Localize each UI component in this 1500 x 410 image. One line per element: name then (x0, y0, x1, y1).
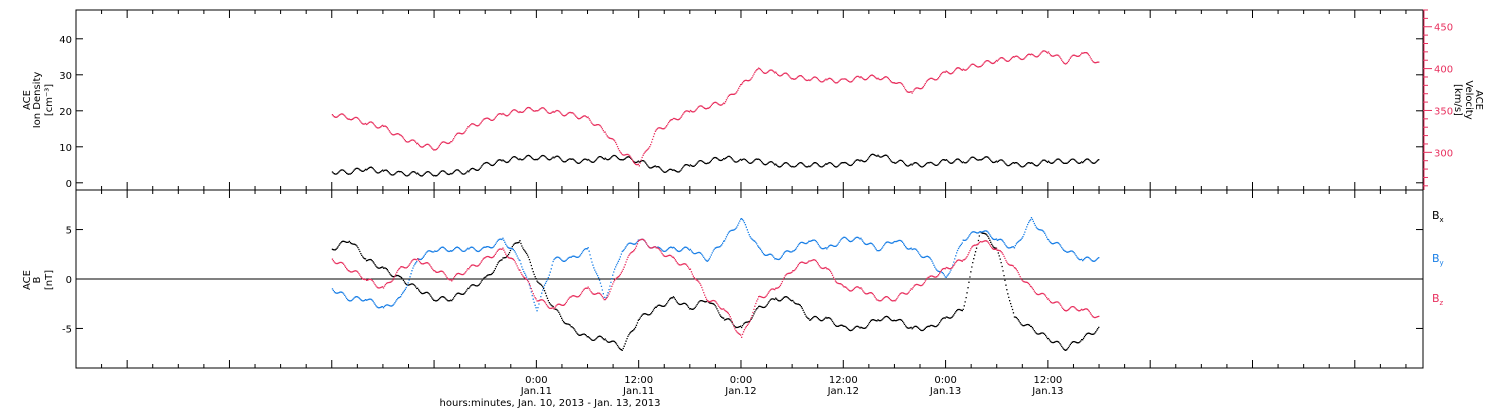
time-tick-label: 12:00 (1033, 375, 1062, 386)
velocity-axis-label-line2: Velocity (1463, 80, 1474, 119)
velocity-tick-label: 400 (1434, 65, 1453, 76)
date-tick-label: Jan.11 (520, 386, 552, 397)
time-axis: 0:00Jan.1112:00Jan.110:00Jan.1212:00Jan.… (75, 10, 1407, 397)
density-axis-ticks: 0 10 20 30 40 (59, 35, 1423, 190)
velocity-axis-ticks: 300 350 400 450 (1423, 9, 1453, 190)
legend-bx: Bx (1432, 209, 1444, 224)
date-tick-label: Jan.11 (622, 386, 654, 397)
time-tick-label: 0:00 (730, 375, 752, 386)
bottom-panel-data (331, 217, 1100, 352)
density-tick-label: 30 (59, 71, 72, 82)
bottom-panel: -5 0 5 ACE B [nT] Bx By Bz (22, 189, 1444, 369)
density-tick-label: 10 (59, 143, 72, 154)
field-axis-ticks: -5 0 5 (62, 226, 1423, 335)
velocity-tick-label: 300 (1434, 148, 1453, 159)
density-axis-label-line1: ACE (22, 90, 33, 110)
legend: Bx By Bz (1432, 209, 1444, 307)
series-bx (331, 231, 1100, 352)
field-tick-label: -5 (62, 324, 72, 335)
density-axis-label-line2: Ion Density (32, 72, 43, 129)
density-axis-label-line3: [cm⁻³] (44, 84, 55, 116)
velocity-axis-label-line3: [km/s] (1452, 84, 1463, 116)
velocity-tick-label: 450 (1434, 23, 1453, 34)
velocity-axis-label-line1: ACE (1473, 90, 1484, 110)
date-tick-label: Jan.12 (724, 386, 756, 397)
field-axis-label-line2: B (32, 276, 43, 283)
top-panel: 0 10 20 30 40 300 350 400 450 ACE Ion Density [… (22, 9, 1484, 191)
date-tick-label: Jan.12 (827, 386, 859, 397)
time-tick-label: 12:00 (624, 375, 653, 386)
density-tick-label: 0 (66, 179, 72, 190)
time-tick-label: 0:00 (525, 375, 547, 386)
x-axis-title: hours:minutes, Jan. 10, 2013 - Jan. 13, … (440, 398, 661, 409)
time-tick-label: 0:00 (934, 375, 956, 386)
series-by (331, 217, 1100, 312)
velocity-tick-label: 350 (1434, 106, 1453, 117)
density-tick-label: 20 (59, 107, 72, 118)
date-tick-label: Jan.13 (929, 386, 961, 397)
field-tick-label: 0 (66, 275, 72, 286)
field-tick-label: 5 (66, 226, 72, 237)
density-tick-label: 40 (59, 35, 72, 46)
top-panel-data (331, 50, 1100, 177)
date-tick-label: Jan.13 (1031, 386, 1063, 397)
field-axis-label-line3: [nT] (44, 270, 55, 290)
series-bz (331, 238, 1100, 338)
field-axis-label-line1: ACE (22, 270, 33, 290)
series-velocity (331, 50, 1100, 167)
series-density (331, 153, 1100, 177)
legend-by: By (1432, 252, 1444, 267)
legend-bz: Bz (1432, 292, 1444, 307)
time-tick-label: 12:00 (829, 375, 858, 386)
